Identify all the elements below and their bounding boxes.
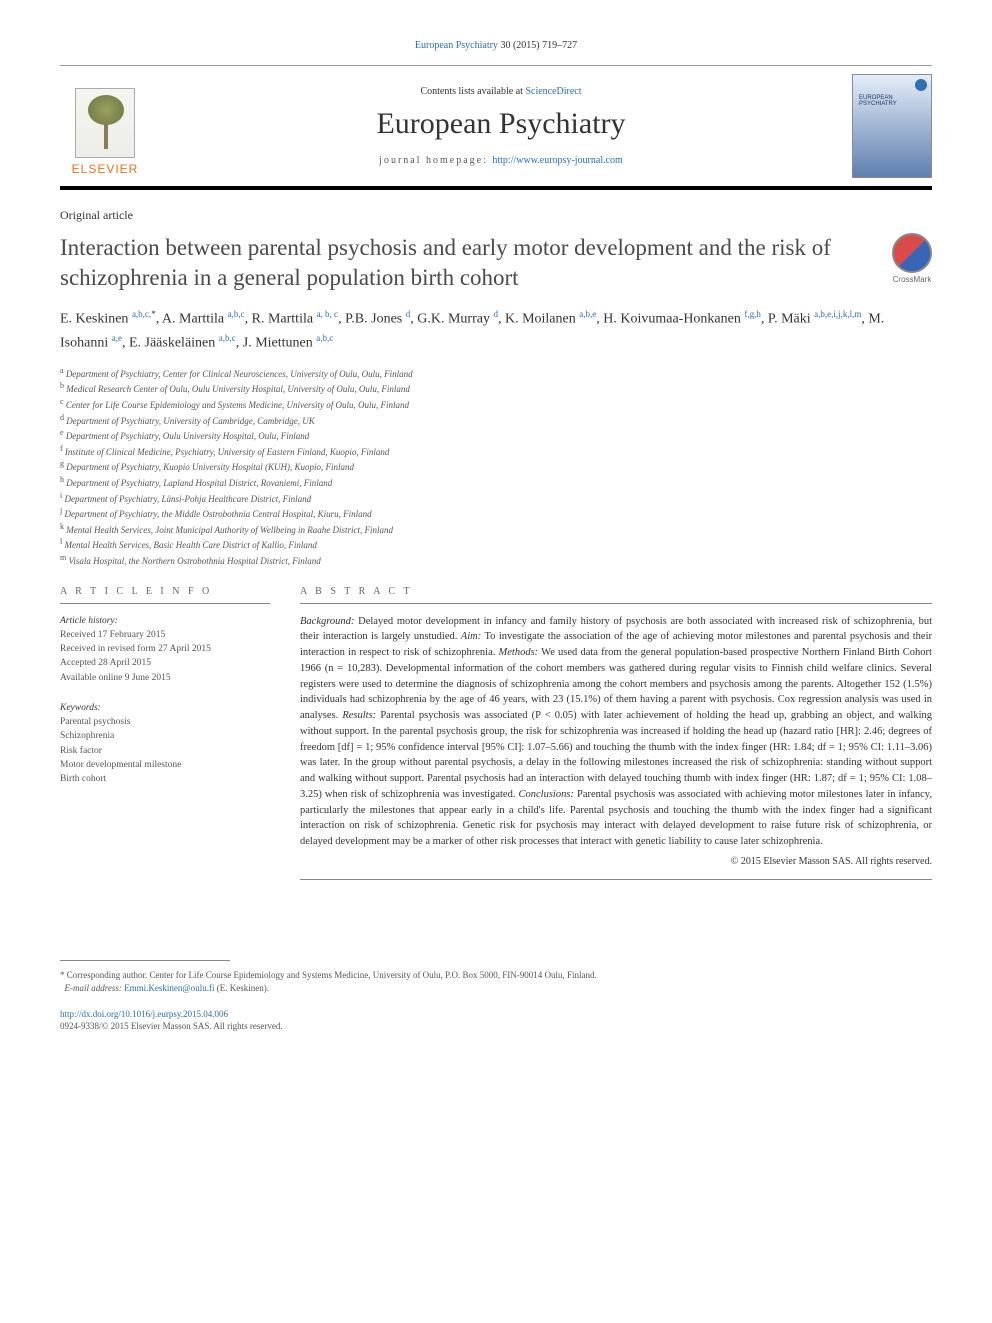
journal-cover-thumbnail [852,74,932,178]
article-type: Original article [60,208,932,223]
footnote-rule [60,960,230,961]
keyword: Birth cohort [60,772,270,786]
contents-prefix: Contents lists available at [420,86,525,97]
article-history: Article history: Received 17 February 20… [60,614,270,685]
article-title: Interaction between parental psychosis a… [60,233,876,293]
affiliation-line: c Center for Life Course Epidemiology an… [60,396,932,412]
affiliation-line: a Department of Psychiatry, Center for C… [60,365,932,381]
history-line: Received 17 February 2015 [60,628,270,642]
journal-home-prefix: journal homepage: [379,155,492,166]
affiliation-line: j Department of Psychiatry, the Middle O… [60,505,932,521]
journal-citation-link[interactable]: European Psychiatry [415,40,498,51]
keyword: Parental psychosis [60,715,270,729]
elsevier-logo: ELSEVIER [60,76,150,176]
corr-text: Corresponding author. Center for Life Co… [67,970,597,980]
crossmark-icon [892,233,932,273]
doi-block: http://dx.doi.org/10.1016/j.eurpsy.2015.… [60,1008,932,1033]
affiliation-line: g Department of Psychiatry, Kuopio Unive… [60,458,932,474]
abstract-body: Background: Delayed motor development in… [300,614,932,880]
abstract-copyright: © 2015 Elsevier Masson SAS. All rights r… [300,854,932,869]
crossmark-badge[interactable]: CrossMark [892,233,932,284]
keyword: Risk factor [60,744,270,758]
corr-email-link[interactable]: Emmi.Keskinen@oulu.fi [124,983,214,993]
keyword: Schizophrenia [60,729,270,743]
affiliation-line: e Department of Psychiatry, Oulu Univers… [60,427,932,443]
citation-range: 30 (2015) 719–727 [500,40,577,51]
authors-list: E. Keskinen a,b,c,*, A. Marttila a,b,c, … [60,307,932,355]
abstract-section: Results: Parental psychosis was associat… [300,710,932,800]
history-heading: Article history: [60,614,270,628]
issn-copyright: 0924-9338/© 2015 Elsevier Masson SAS. Al… [60,1021,283,1031]
footnote-star: * [60,970,65,980]
affiliation-line: h Department of Psychiatry, Lapland Hosp… [60,474,932,490]
doi-link[interactable]: http://dx.doi.org/10.1016/j.eurpsy.2015.… [60,1009,228,1019]
journal-homepage: journal homepage: http://www.europsy-jou… [150,155,852,166]
running-head: European Psychiatry 30 (2015) 719–727 [60,40,932,51]
corr-email-name: (E. Keskinen). [217,983,269,993]
history-line: Received in revised form 27 April 2015 [60,642,270,656]
elsevier-wordmark: ELSEVIER [72,162,139,176]
abstract-label: A B S T R A C T [300,586,932,604]
keywords-block: Keywords: Parental psychosisSchizophreni… [60,701,270,787]
affiliations-list: a Department of Psychiatry, Center for C… [60,365,932,568]
affiliation-line: d Department of Psychiatry, University o… [60,412,932,428]
history-line: Accepted 28 April 2015 [60,656,270,670]
affiliation-line: f Institute of Clinical Medicine, Psychi… [60,443,932,459]
affiliation-line: l Mental Health Services, Basic Health C… [60,536,932,552]
affiliation-line: k Mental Health Services, Joint Municipa… [60,521,932,537]
keyword: Motor developmental milestone [60,758,270,772]
elsevier-tree-icon [75,88,135,158]
masthead: ELSEVIER Contents lists available at Sci… [60,65,932,190]
contents-line: Contents lists available at ScienceDirec… [150,86,852,97]
affiliation-line: i Department of Psychiatry, Länsi-Pohja … [60,490,932,506]
keywords-heading: Keywords: [60,701,270,715]
email-label: E-mail address: [65,983,122,993]
sciencedirect-link[interactable]: ScienceDirect [525,86,581,97]
article-info-label: A R T I C L E I N F O [60,586,270,604]
history-line: Available online 9 June 2015 [60,671,270,685]
journal-home-link[interactable]: http://www.europsy-journal.com [492,155,622,166]
corresponding-author-note: * Corresponding author. Center for Life … [60,969,932,996]
crossmark-label: CrossMark [893,275,932,284]
affiliation-line: b Medical Research Center of Oulu, Oulu … [60,380,932,396]
affiliation-line: m Visala Hospital, the Northern Ostrobot… [60,552,932,568]
journal-name: European Psychiatry [150,107,852,141]
